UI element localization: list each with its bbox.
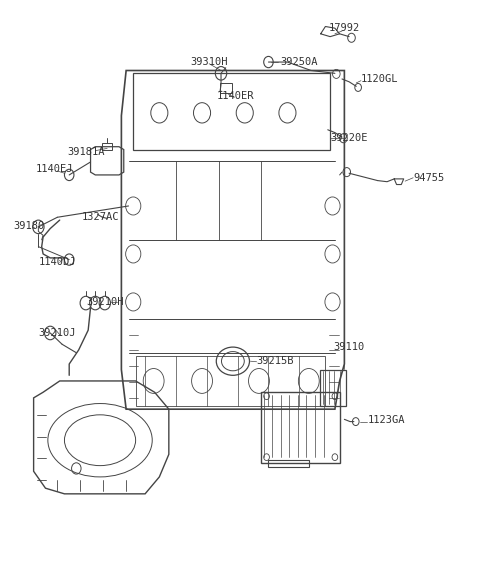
Text: 39220E: 39220E bbox=[330, 133, 368, 143]
Text: 1120GL: 1120GL bbox=[361, 74, 398, 84]
Text: 94755: 94755 bbox=[413, 173, 444, 183]
Text: 1140ER: 1140ER bbox=[216, 91, 254, 101]
Bar bbox=[268, 460, 309, 467]
Text: 1327AC: 1327AC bbox=[81, 212, 119, 222]
Text: 39110: 39110 bbox=[334, 342, 365, 352]
Bar bbox=[102, 142, 112, 149]
Text: 39250A: 39250A bbox=[280, 57, 318, 67]
Text: 1123GA: 1123GA bbox=[368, 416, 406, 425]
Text: 39210H: 39210H bbox=[86, 297, 123, 307]
Bar bbox=[220, 83, 232, 93]
Text: 39180: 39180 bbox=[13, 221, 45, 231]
Text: 17992: 17992 bbox=[329, 23, 360, 33]
Bar bbox=[133, 74, 330, 149]
Bar bbox=[320, 370, 346, 406]
Text: 39310H: 39310H bbox=[191, 57, 228, 67]
Bar bbox=[261, 392, 340, 463]
Text: 1140DJ: 1140DJ bbox=[38, 258, 76, 267]
Text: 39215B: 39215B bbox=[257, 356, 294, 366]
Text: 39210J: 39210J bbox=[38, 328, 76, 338]
Text: 1140EJ: 1140EJ bbox=[36, 164, 74, 174]
Bar bbox=[136, 356, 325, 406]
Text: 39181A: 39181A bbox=[67, 148, 105, 157]
